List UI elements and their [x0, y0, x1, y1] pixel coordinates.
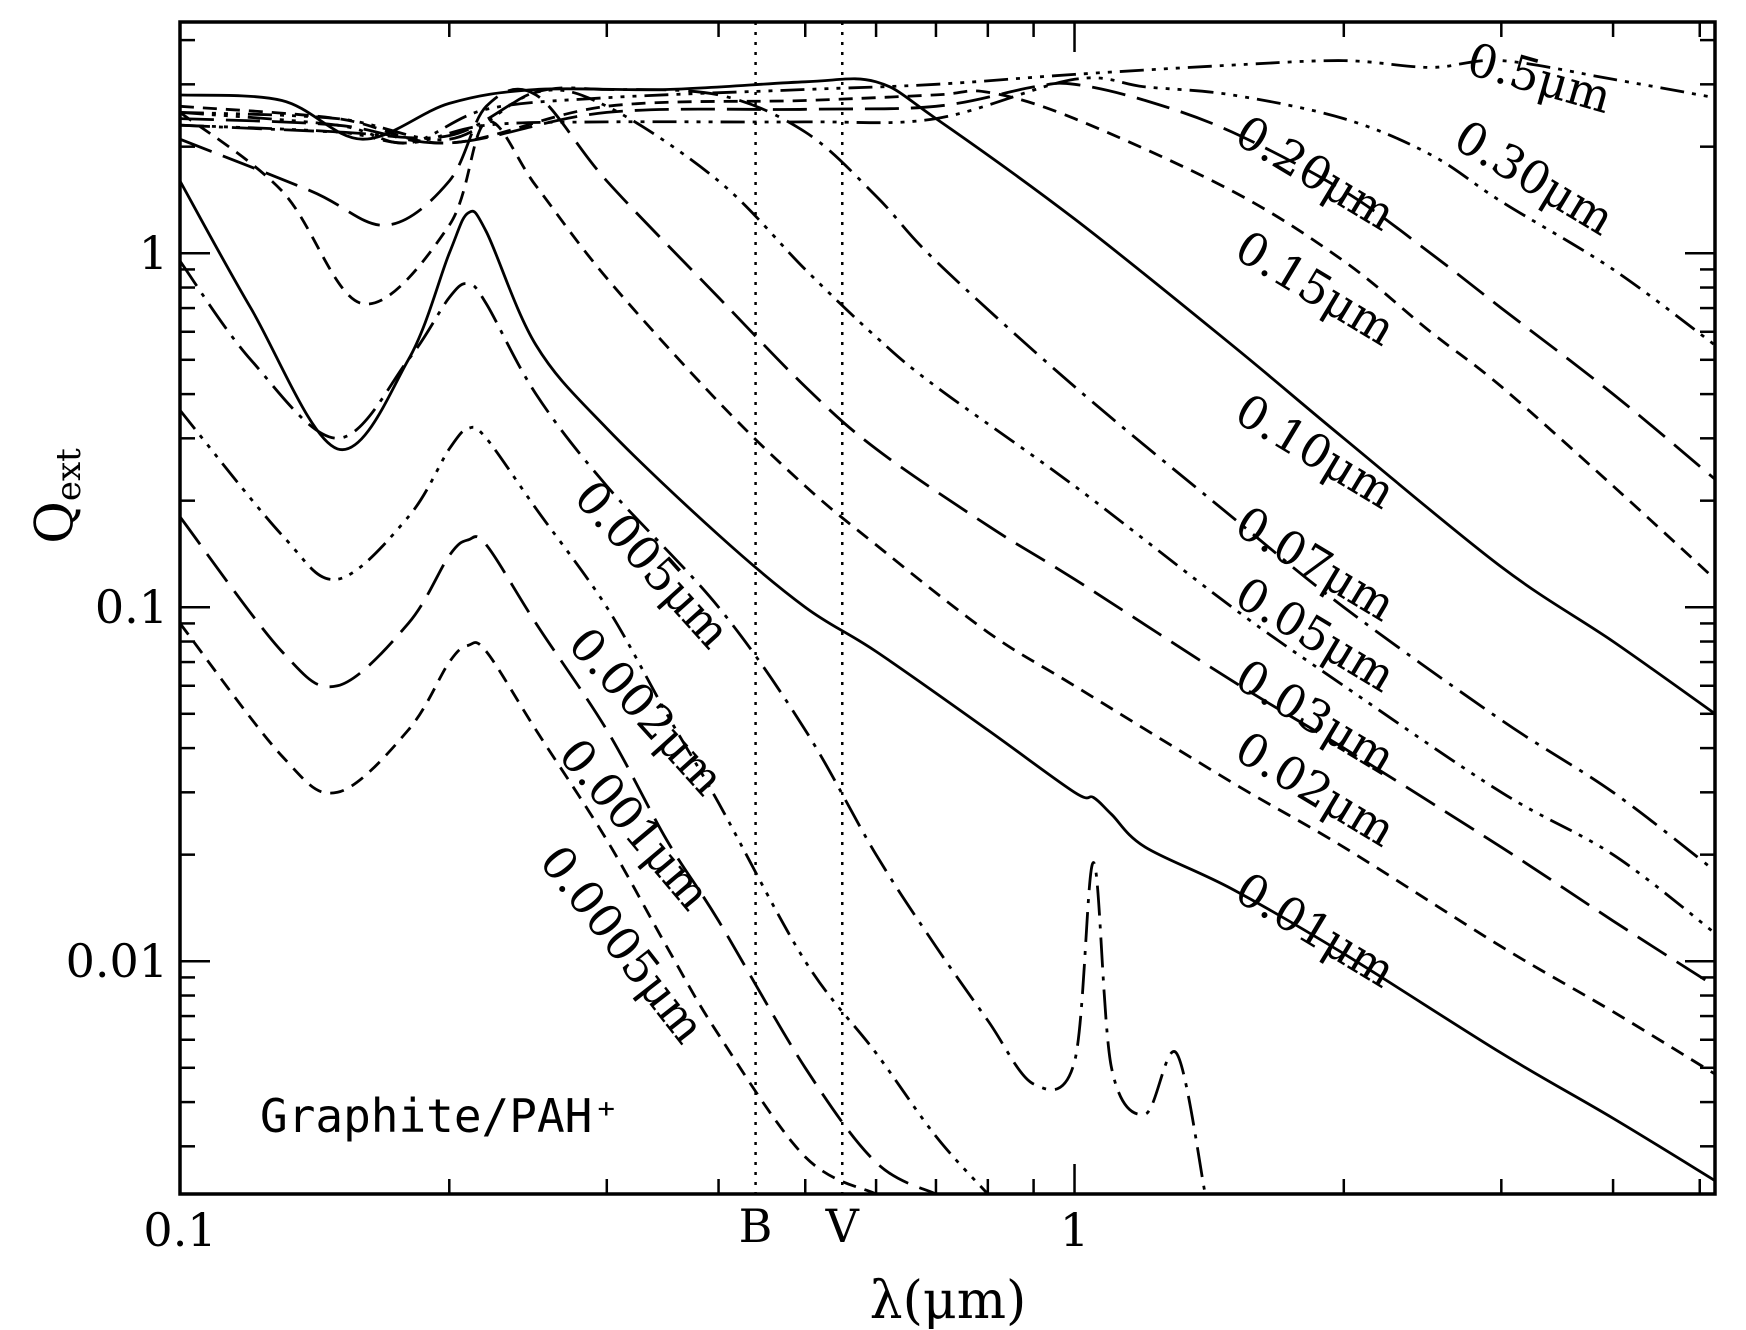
y-axis-label-main: Q — [25, 501, 85, 544]
axis-ticks — [178, 22, 1715, 1194]
series-line-0.02m — [180, 111, 1715, 1076]
y-axis-label-sub: ext — [49, 448, 89, 501]
series-label-0.01: 0.01μm — [1226, 861, 1405, 998]
series-line-0.07m — [180, 86, 1715, 873]
series-line-0.005m — [180, 260, 1207, 1194]
series-label-0.30: 0.30μm — [1445, 109, 1624, 246]
series-line-0.10m — [180, 77, 1715, 715]
series-line-0.0005m — [180, 622, 877, 1194]
series-labels: 0.5μm0.30μm0.20μm0.15μm0.10μm0.07μm0.05μ… — [529, 32, 1624, 1053]
series-line-0.05m — [180, 88, 1715, 935]
series-line-0.03m — [180, 87, 1715, 988]
y-axis-label: Qext — [25, 448, 89, 544]
series-label-0.5: 0.5μm — [1462, 32, 1618, 124]
material-annotation: Graphite/PAH⁺ — [260, 1089, 620, 1143]
series-line-0.001m — [180, 516, 937, 1194]
y-tick-label: 0.1 — [95, 580, 168, 634]
series-line-0.01m — [180, 180, 1715, 1182]
x-axis-label: λ(μm) — [870, 1271, 1027, 1330]
plot-frame — [178, 20, 1717, 1196]
svg-text:Qext: Qext — [25, 448, 89, 544]
y-tick-label: 1 — [139, 226, 168, 280]
band-label-B: B — [739, 1199, 773, 1253]
x-tick-label: 0.1 — [143, 1203, 216, 1257]
series-curves — [180, 58, 1715, 1194]
y-tick-label: 0.01 — [66, 934, 168, 988]
series-line-0.002m — [180, 409, 989, 1194]
series-line-0.30m — [180, 76, 1715, 347]
x-tick-label: 1 — [1060, 1203, 1089, 1257]
series-line-0.20m — [180, 81, 1715, 481]
series-line-0.15m — [180, 89, 1715, 581]
band-label-V: V — [825, 1199, 860, 1253]
axis-tick-labels: 0.1 1 0.01 0.1 1 — [66, 226, 1090, 1257]
